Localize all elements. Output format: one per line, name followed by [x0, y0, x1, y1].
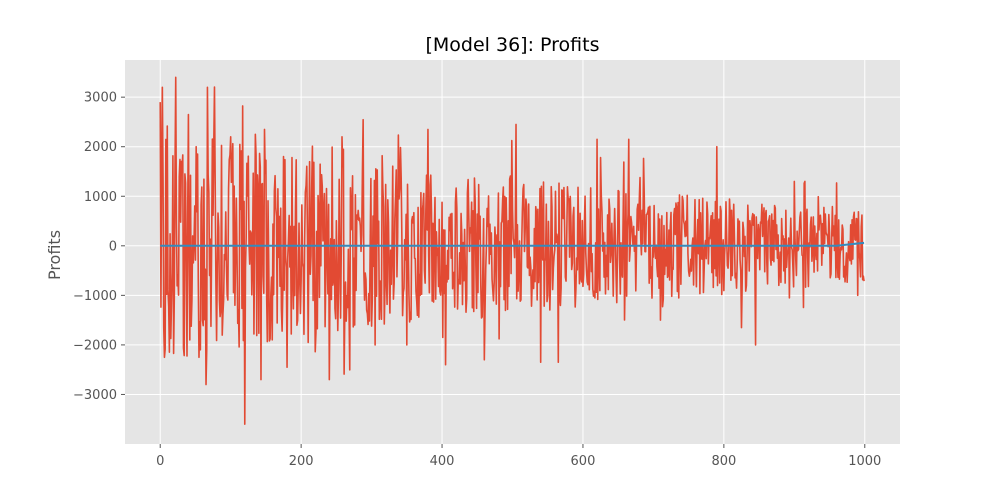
x-tick-label: 0: [156, 454, 164, 469]
x-tick-label: 1000: [848, 454, 881, 469]
y-tick-label: −1000: [73, 289, 117, 304]
y-tick-label: −2000: [73, 338, 117, 353]
y-tick-label: 0: [109, 239, 117, 254]
y-tick-label: −3000: [73, 388, 117, 403]
y-tick-label: 2000: [84, 140, 117, 155]
chart-title: [Model 36]: Profits: [426, 34, 600, 56]
baseline-series-line: [160, 241, 865, 247]
y-axis-label: Profits: [45, 230, 64, 280]
axis-ticks: 0 200 400 600 800 1000 −3000 −2000 −1000 0 1000 200…: [73, 91, 881, 469]
x-tick-label: 800: [711, 454, 736, 469]
series-lines: [159, 76, 865, 425]
profits-series-line: [159, 76, 865, 425]
y-tick-label: 1000: [84, 190, 117, 205]
x-tick-label: 400: [430, 454, 455, 469]
x-tick-label: 200: [289, 454, 314, 469]
x-tick-label: 600: [571, 454, 596, 469]
y-tick-label: 3000: [84, 91, 117, 106]
